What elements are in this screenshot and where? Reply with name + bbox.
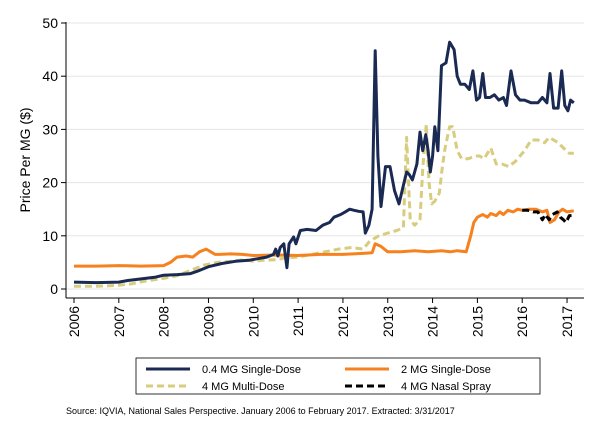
y-tick-label: 20: [42, 175, 58, 191]
x-tick-label: 2013: [380, 306, 396, 337]
series-line-4-mg-multi-dose: [74, 122, 574, 288]
series-line-0-4-mg-single-dose: [73, 40, 575, 285]
x-tick-label: 2016: [514, 306, 530, 337]
legend-box: [135, 357, 541, 395]
y-tick-label: 30: [42, 121, 58, 137]
axes: [65, 22, 584, 299]
x-tick-label: 2015: [469, 306, 485, 337]
legend-label: 2 MG Single-Dose: [401, 364, 491, 376]
y-axis-label: Price Per MG ($): [17, 107, 33, 212]
legend-label: 0.4 MG Single-Dose: [202, 364, 301, 376]
y-tick-label: 10: [42, 228, 58, 244]
x-tick-label: 2008: [156, 306, 172, 337]
x-ticks: 2006 2007 2008 2009 2010 2011 2012 2013 2014 2015…: [66, 298, 575, 337]
y-tick-label: 0: [50, 281, 58, 297]
legend: 0.4 MG Single-Dose 2 MG Single-Dose 4 MG M…: [135, 357, 541, 395]
legend-label: 4 MG Multi-Dose: [202, 381, 285, 393]
x-tick-label: 2012: [335, 306, 351, 337]
y-tick-label: 40: [42, 68, 58, 84]
x-tick-label: 2014: [425, 306, 441, 337]
x-tick-label: 2006: [66, 306, 82, 337]
series-line-4-mg-nasal-spray: [522, 208, 574, 224]
source-note: Source: IQVIA, National Sales Perspectiv…: [66, 406, 455, 416]
x-tick-label: 2017: [559, 306, 575, 337]
x-tick-label: 2007: [111, 306, 127, 337]
gridlines: [66, 22, 584, 290]
y-ticks: 0 10 20 30 40 50: [42, 15, 66, 297]
y-tick-label: 50: [42, 15, 58, 31]
series-lines: [73, 40, 575, 288]
x-tick-label: 2010: [245, 306, 261, 337]
x-tick-label: 2009: [200, 306, 216, 337]
legend-label: 4 MG Nasal Spray: [401, 381, 491, 393]
x-tick-label: 2011: [290, 306, 306, 336]
